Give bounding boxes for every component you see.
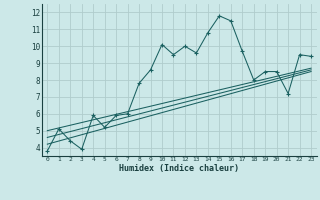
- X-axis label: Humidex (Indice chaleur): Humidex (Indice chaleur): [119, 164, 239, 173]
